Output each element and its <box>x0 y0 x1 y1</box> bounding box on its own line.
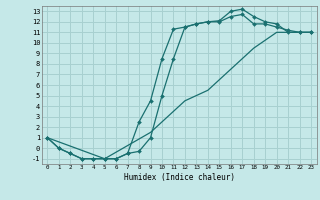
X-axis label: Humidex (Indice chaleur): Humidex (Indice chaleur) <box>124 173 235 182</box>
